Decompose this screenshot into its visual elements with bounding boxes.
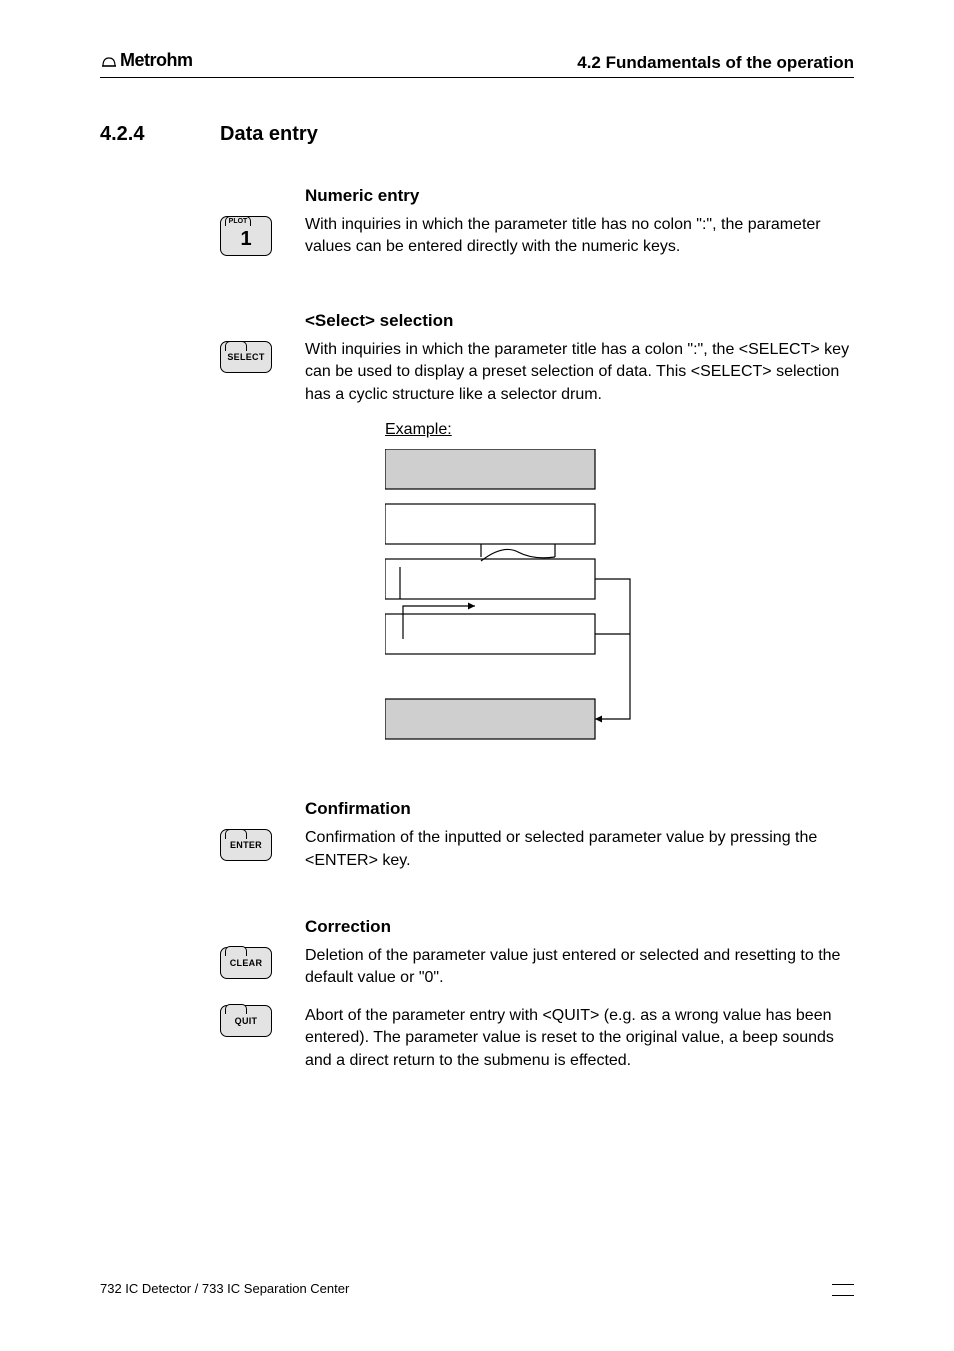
key-main-label: 1	[240, 228, 251, 251]
key-enter: ENTER	[220, 829, 272, 861]
block-numeric: PLOT 1 Numeric entry With inquiries in w…	[220, 186, 854, 266]
key-clear: CLEAR	[220, 947, 272, 979]
brand-logo-icon	[100, 52, 118, 73]
key-tab-icon	[225, 1004, 247, 1014]
confirm-text: Confirmation of the inputted or selected…	[305, 827, 854, 872]
select-heading: <Select> selection	[305, 311, 854, 331]
brand: Metrohm	[100, 50, 193, 73]
page-footer: 732 IC Detector / 733 IC Separation Cent…	[100, 1281, 854, 1296]
key-quit: QUIT	[220, 1005, 272, 1037]
block-confirmation: ENTER Confirmation Confirmation of the i…	[220, 799, 854, 872]
key-tab-icon	[225, 946, 247, 956]
numeric-heading: Numeric entry	[305, 186, 854, 206]
key-tab-icon	[225, 829, 247, 839]
example-block: Example:	[305, 421, 854, 749]
correct-clear-text: Deletion of the parameter value just ent…	[305, 945, 854, 990]
section-heading: 4.2.4 Data entry	[100, 123, 854, 146]
key-quit-label: QUIT	[235, 1016, 258, 1026]
block-correction: CLEAR Correction Deletion of the paramet…	[220, 917, 854, 990]
key-plot-1: PLOT 1	[220, 216, 272, 256]
key-select: SELECT	[220, 341, 272, 373]
key-top-label: PLOT	[225, 216, 251, 226]
footer-text: 732 IC Detector / 733 IC Separation Cent…	[100, 1281, 349, 1296]
key-enter-label: ENTER	[230, 840, 262, 850]
footer-mark-icon	[832, 1284, 854, 1296]
block-correction-quit: QUIT Abort of the parameter entry with <…	[220, 1005, 854, 1072]
key-tab-icon	[225, 341, 247, 351]
confirm-heading: Confirmation	[305, 799, 854, 819]
example-label: Example:	[385, 421, 854, 439]
block-select: SELECT <Select> selection With inquiries…	[220, 311, 854, 406]
select-text: With inquiries in which the parameter ti…	[305, 339, 854, 406]
page-header: Metrohm 4.2 Fundamentals of the operatio…	[100, 50, 854, 78]
brand-text: Metrohm	[120, 50, 193, 70]
numeric-text: With inquiries in which the parameter ti…	[305, 214, 854, 259]
selector-drum-diagram	[385, 449, 854, 749]
header-section-title: 4.2 Fundamentals of the operation	[577, 53, 854, 73]
key-select-label: SELECT	[227, 352, 264, 362]
correct-heading: Correction	[305, 917, 854, 937]
key-clear-label: CLEAR	[230, 958, 263, 968]
section-title: Data entry	[220, 123, 318, 146]
section-number: 4.2.4	[100, 123, 220, 146]
correct-quit-text: Abort of the parameter entry with <QUIT>…	[305, 1005, 854, 1072]
